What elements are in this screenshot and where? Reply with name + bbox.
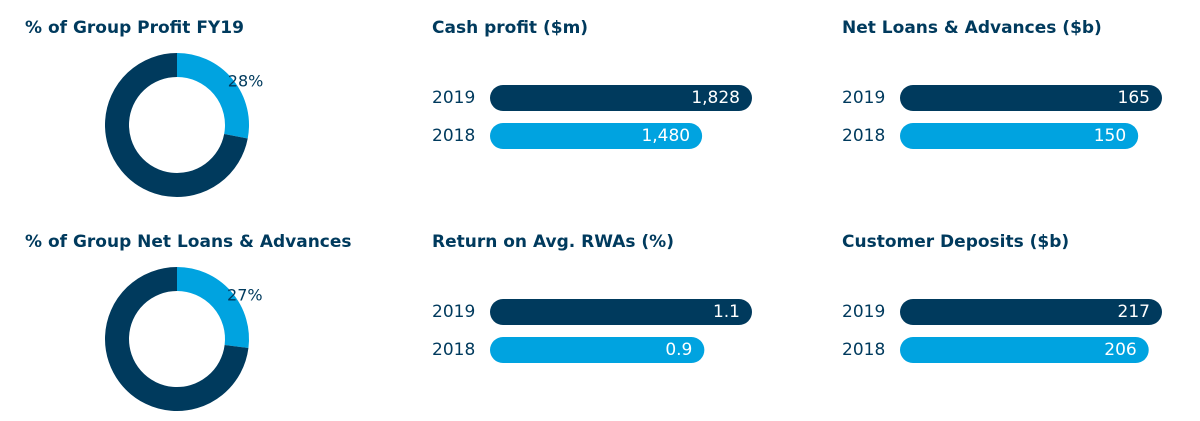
- bar: [490, 337, 705, 363]
- bar: [490, 85, 752, 111]
- value-label: 1.1: [713, 302, 740, 322]
- year-label: 2019: [432, 302, 475, 322]
- bar: [900, 299, 1162, 325]
- donut-segment: [105, 267, 249, 411]
- chart-title: Cash profit ($m): [432, 18, 588, 38]
- value-label: 1,828: [691, 88, 740, 108]
- chart-title: Customer Deposits ($b): [842, 232, 1069, 252]
- year-label: 2018: [842, 340, 885, 360]
- value-label: 28%: [228, 72, 264, 91]
- donut-segment: [176, 267, 249, 349]
- chart-title: % of Group Net Loans & Advances: [25, 232, 352, 252]
- bar: [490, 123, 703, 149]
- chart-title: Net Loans & Advances ($b): [842, 18, 1102, 38]
- value-label: 0.9: [665, 340, 692, 360]
- bar: [900, 123, 1139, 149]
- value-label: 217: [1118, 302, 1150, 322]
- year-label: 2019: [842, 88, 885, 108]
- bar: [900, 337, 1149, 363]
- year-label: 2018: [432, 340, 475, 360]
- value-label: 1,480: [641, 126, 690, 146]
- year-label: 2018: [842, 126, 885, 146]
- year-label: 2018: [432, 126, 475, 146]
- bar: [490, 299, 752, 325]
- year-label: 2019: [842, 302, 885, 322]
- value-label: 206: [1104, 340, 1136, 360]
- value-label: 150: [1094, 126, 1126, 146]
- year-label: 2019: [432, 88, 475, 108]
- chart-title: Return on Avg. RWAs (%): [432, 232, 674, 252]
- donut-segment: [105, 53, 248, 197]
- chart-title: % of Group Profit FY19: [25, 18, 244, 38]
- bar: [900, 85, 1162, 111]
- donut-segment: [176, 53, 249, 139]
- value-label: 165: [1118, 88, 1150, 108]
- value-label: 27%: [227, 286, 263, 305]
